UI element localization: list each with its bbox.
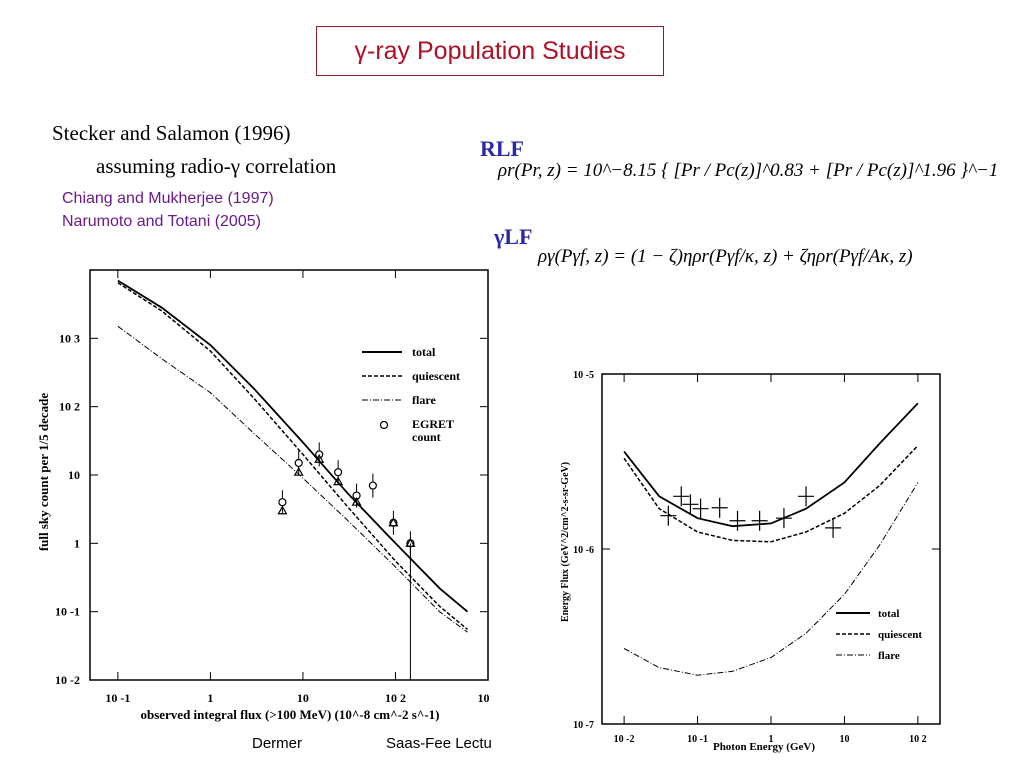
left-triangle-point — [388, 517, 399, 527]
right-series-total — [623, 402, 919, 528]
right-y-axis-label: Energy Flux (GeV^2/cm^2-s-sr-GeV) — [560, 462, 571, 622]
legend-total: total — [412, 345, 436, 359]
left-y-tick-label: 10 -1 — [55, 605, 80, 619]
left-x-tick-label: 1 — [207, 691, 213, 705]
left-y-tick-label: 10 -2 — [55, 673, 80, 687]
slide-title: γ-ray Population Studies — [316, 26, 664, 76]
right-x-tick-label: 10 -1 — [687, 734, 708, 745]
right-x-tick-label: 10 2 — [909, 734, 927, 745]
rlf-label: RLF — [480, 136, 524, 161]
plot-frame — [89, 269, 489, 681]
right-series-flare — [623, 482, 919, 676]
left-series-total — [117, 279, 469, 613]
legend-quiescent: quiescent — [412, 369, 460, 383]
left-x-tick-label: 10 — [297, 691, 309, 705]
glf-equation: ργ(Pγf, z) = (1 − ζ)ηρr(Pγf/κ, z) + ζηρr… — [538, 246, 913, 267]
right-y-tick-label: 10 -5 — [573, 370, 594, 381]
left-x-tick-label: 10 2 — [385, 691, 406, 705]
ref-stecker: Stecker and Salamon (1996) — [52, 121, 291, 145]
right-y-tick-label: 10 -6 — [573, 545, 594, 556]
right-x-axis-label: Photon Energy (GeV) — [713, 741, 815, 753]
left-triangle-point — [277, 505, 288, 515]
legend-flare: flare — [412, 393, 436, 407]
left-egret-point — [334, 468, 343, 477]
right-x-tick-label: 1 — [769, 734, 774, 745]
ref-correlation: assuming radio-γ correlation — [96, 154, 337, 178]
chart-left: 10 -1 1 10 10 2 10 3 10 -2 10 -1 1 10 10 2 10 3 ob… — [36, 269, 491, 722]
ref-chiang: Chiang and Mukherjee (1997) — [62, 190, 274, 207]
legend-quiescent: quiescent — [878, 629, 922, 641]
legend-total: total — [878, 608, 899, 620]
glf-label: γLF — [494, 224, 533, 249]
right-x-tick-label: 10 — [839, 734, 849, 745]
right-y-tick-label: 10 -7 — [573, 720, 594, 731]
left-triangle-point — [351, 496, 362, 506]
left-x-axis-label: observed integral flux (>100 MeV) (10^-8… — [140, 707, 439, 722]
left-x-tick-label: 10 -1 — [105, 691, 130, 705]
footer-author: Dermer — [252, 735, 303, 752]
left-legend: total quiescent flare EGRET count — [362, 345, 460, 444]
left-x-tick-label: 10 3 — [478, 691, 491, 705]
left-series-quiescent — [117, 282, 468, 630]
legend-flare: flare — [878, 650, 900, 662]
left-triangle-point — [333, 476, 344, 486]
rlf-equation: ρr(Pr, z) = 10^−8.15 { [Pr / Pc(z)]^0.83… — [498, 160, 999, 181]
left-y-tick-label: 10 2 — [59, 400, 80, 414]
left-y-tick-label: 10 3 — [59, 331, 80, 345]
left-egret-point — [294, 458, 303, 468]
left-egret-point — [368, 481, 377, 490]
plot-frame — [601, 373, 941, 725]
left-y-tick-label: 10 — [68, 468, 80, 482]
left-triangle-point — [314, 454, 325, 463]
chart-right: 10 -2 10 -1 1 10 10 2 10 -7 10 -6 10 -5 Photon … — [560, 370, 941, 753]
right-legend: total quiescent flare — [836, 608, 922, 662]
legend-egret: EGRET — [412, 417, 454, 431]
footer-lecture: Saas-Fee Lectu — [386, 735, 492, 752]
right-x-tick-label: 10 -2 — [614, 734, 635, 745]
left-y-axis-label: full sky count per 1/5 decade — [36, 393, 51, 552]
legend-egret-count: count — [412, 430, 441, 444]
right-series-quiescent — [623, 445, 919, 543]
left-y-tick-label: 1 — [74, 536, 80, 550]
left-egret-point — [278, 498, 287, 507]
left-triangle-point — [293, 466, 304, 476]
ref-narumoto: Narumoto and Totani (2005) — [62, 213, 261, 230]
left-series-flare — [117, 325, 468, 633]
